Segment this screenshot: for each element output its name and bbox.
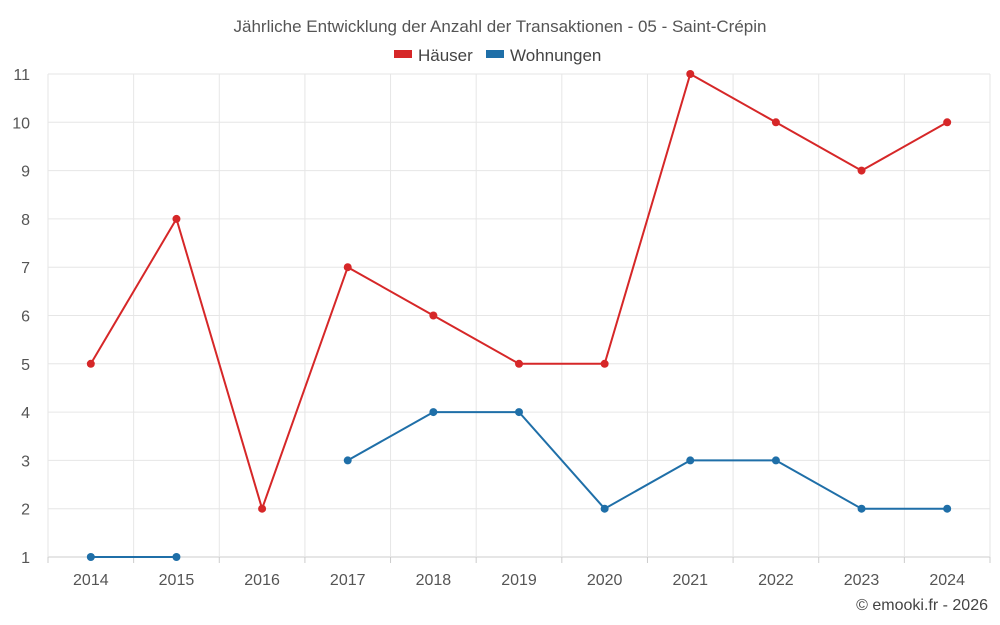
data-point-haeuser: [172, 214, 181, 223]
legend-swatch-wohnungen: [486, 50, 504, 58]
y-tick-label: 2: [21, 502, 30, 519]
data-point-haeuser: [86, 359, 95, 368]
legend-swatch-haeuser: [394, 50, 412, 58]
y-tick-label: 7: [21, 260, 30, 277]
data-point-wohnungen: [943, 504, 952, 513]
series-line-wohnungen: [347, 411, 948, 510]
x-tick-label: 2021: [672, 572, 708, 589]
data-point-haeuser: [771, 118, 780, 127]
y-tick-label: 10: [12, 115, 30, 132]
x-tick-label: 2019: [501, 572, 537, 589]
y-tick-label: 3: [21, 453, 30, 470]
data-point-wohnungen: [600, 504, 609, 513]
data-point-wohnungen: [686, 456, 695, 465]
x-axis-ticks: 2014 2015 2016 2017 2018 2019 2020 2021 2022 2023…: [73, 572, 965, 589]
credit-text: © emooki.fr - 2026: [856, 597, 988, 614]
data-point-wohnungen: [771, 456, 780, 465]
legend: Häuser Wohnungen: [394, 46, 601, 65]
x-tick-label: 2016: [244, 572, 280, 589]
legend-label-haeuser: Häuser: [418, 46, 473, 65]
data-point-haeuser: [943, 118, 952, 127]
data-point-haeuser: [686, 70, 695, 78]
data-point-haeuser: [343, 263, 352, 272]
chart-title: Jährliche Entwicklung der Anzahl der Tra…: [234, 17, 767, 36]
data-point-wohnungen: [343, 456, 352, 465]
legend-label-wohnungen: Wohnungen: [510, 46, 601, 65]
x-tick-label: 2018: [416, 572, 452, 589]
data-point-haeuser: [258, 504, 267, 513]
x-tick-label: 2015: [159, 572, 195, 589]
data-point-wohnungen: [172, 553, 181, 561]
data-point-haeuser: [429, 311, 438, 320]
y-axis-ticks: 1 2 3 4 5 6 7 8 9 10 11: [12, 67, 30, 567]
x-tick-label: 2014: [73, 572, 109, 589]
data-point-wohnungen: [86, 553, 95, 561]
data-point-haeuser: [857, 166, 866, 175]
x-tick-label: 2020: [587, 572, 623, 589]
data-point-haeuser: [600, 359, 609, 368]
data-point-wohnungen: [857, 504, 866, 513]
x-tick-label: 2022: [758, 572, 794, 589]
grid: [47, 73, 991, 563]
x-tick-label: 2017: [330, 572, 366, 589]
y-tick-label: 5: [21, 357, 30, 374]
y-tick-label: 1: [21, 550, 30, 567]
x-tick-label: 2023: [844, 572, 880, 589]
data-point-haeuser: [515, 359, 523, 368]
x-tick-label: 2024: [929, 572, 965, 589]
y-tick-label: 4: [21, 405, 30, 422]
data-point-wohnungen: [429, 408, 438, 417]
y-tick-label: 6: [21, 309, 30, 326]
y-tick-label: 8: [21, 212, 30, 229]
series-group: [86, 70, 952, 561]
y-tick-label: 11: [13, 67, 30, 84]
data-point-wohnungen: [515, 408, 523, 417]
y-tick-label: 9: [21, 164, 30, 181]
